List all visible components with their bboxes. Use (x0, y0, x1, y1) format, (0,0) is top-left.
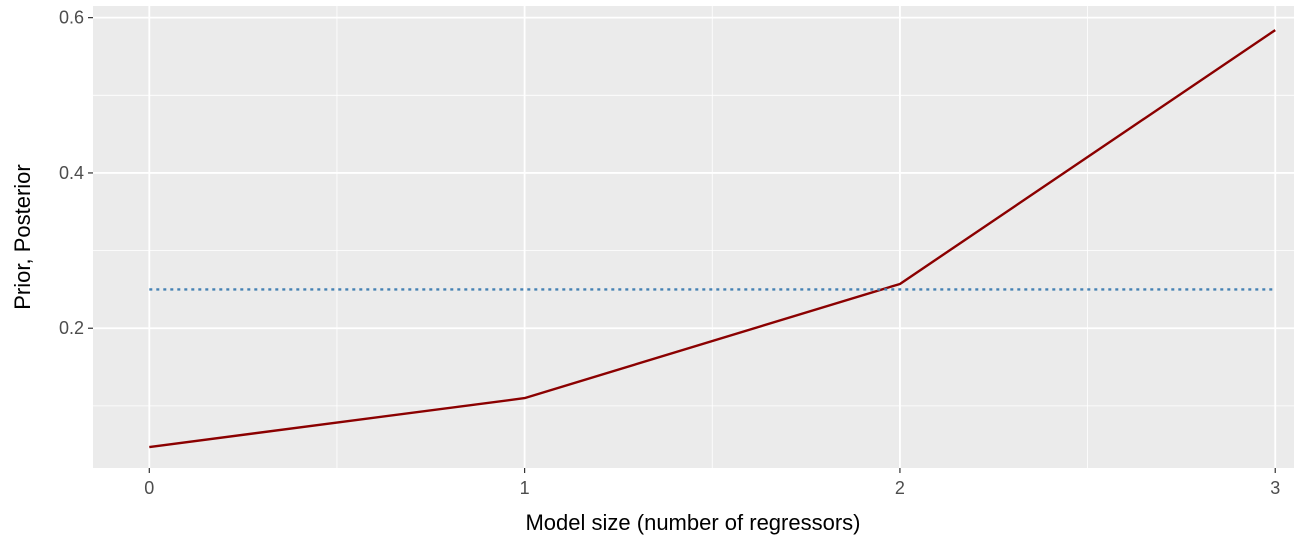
x-axis-title: Model size (number of regressors) (525, 510, 860, 535)
x-tick-label: 1 (520, 478, 530, 498)
y-axis-title: Prior, Posterior (10, 164, 35, 310)
y-tick-label: 0.4 (59, 163, 84, 183)
x-tick-label: 3 (1270, 478, 1280, 498)
x-tick-label: 2 (895, 478, 905, 498)
grid-major (93, 6, 1294, 468)
y-tick-label: 0.6 (59, 8, 84, 28)
x-tick-label: 0 (144, 478, 154, 498)
series-line-1 (149, 29, 1276, 449)
ticks-layer: 0 1 2 3 0.2 0.4 0.6 (59, 8, 1280, 498)
series-layer (149, 29, 1276, 449)
y-tick-label: 0.2 (59, 318, 84, 338)
panel-background (93, 6, 1294, 468)
grid-minor (93, 6, 1294, 468)
